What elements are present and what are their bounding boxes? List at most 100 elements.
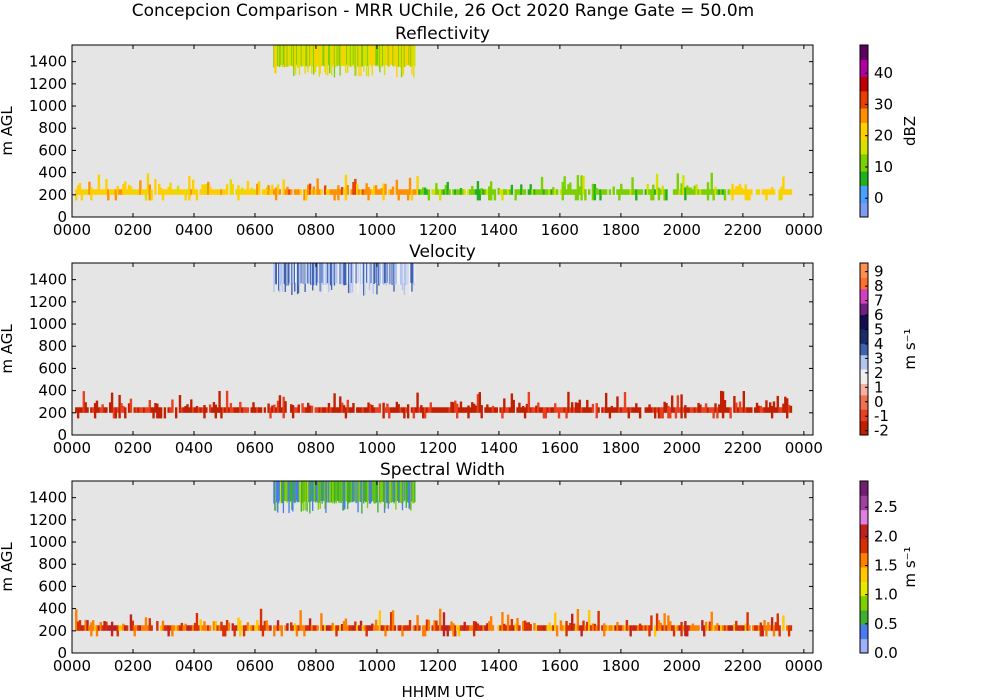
upper-echo-cell: [297, 45, 300, 67]
colorbar-segment: [860, 45, 868, 49]
lower-echo-cell: [704, 189, 708, 195]
upper-echo-cell: [295, 481, 297, 503]
colorbar-segment: [860, 601, 868, 605]
colorbar-segment: [860, 53, 868, 57]
y-tick-label: 400: [38, 382, 67, 400]
upper-echo-cell: [396, 481, 398, 501]
lower-echo-cell: [282, 179, 285, 195]
upper-echo-cell: [318, 45, 320, 77]
lower-echo-cell: [90, 622, 93, 637]
lower-echo-cell: [738, 183, 742, 195]
lower-echo-cell: [295, 189, 299, 195]
lower-echo-cell: [171, 189, 174, 195]
upper-echo-cell: [341, 481, 343, 501]
lower-echo-cell: [195, 613, 199, 631]
upper-echo-cell: [394, 263, 396, 286]
lower-echo-cell: [384, 625, 387, 637]
upper-echo-cell: [405, 481, 407, 508]
lower-echo-cell: [269, 189, 272, 195]
lower-echo-cell: [670, 395, 674, 413]
colorbar-segment: [860, 214, 868, 218]
lower-echo-cell: [363, 407, 366, 413]
lower-echo-cell: [514, 189, 517, 201]
upper-echo-cell: [305, 481, 307, 502]
upper-echo-cell: [346, 263, 348, 283]
lower-echo-cell: [427, 407, 431, 413]
lower-echo-cell: [708, 407, 712, 413]
lower-echo-cell: [565, 189, 568, 195]
upper-echo-cell: [280, 481, 283, 503]
upper-echo-cell: [353, 263, 355, 285]
lower-echo-cell: [401, 407, 404, 413]
lower-echo-cell: [259, 608, 263, 631]
upper-echo-cell: [397, 45, 399, 68]
lower-echo-cell: [380, 625, 383, 631]
lower-echo-cell: [303, 189, 306, 201]
lower-echo-cell: [708, 621, 712, 631]
colorbar-segment: [860, 509, 868, 514]
lower-echo-cell: [114, 407, 118, 419]
upper-echo-cell: [362, 481, 364, 502]
colorbar-tick-label: 1: [874, 378, 884, 396]
colorbar-segment: [860, 627, 868, 631]
lower-echo-cell: [759, 405, 762, 413]
lower-echo-cell: [171, 625, 174, 637]
upper-echo-cell: [383, 45, 386, 76]
lower-echo-cell: [767, 622, 770, 631]
lower-echo-cell: [538, 189, 542, 195]
upper-echo-cell: [403, 263, 406, 295]
lower-echo-cell: [190, 399, 193, 413]
lower-echo-cell: [318, 407, 321, 413]
upper-echo-cell: [276, 263, 278, 285]
lower-echo-cell: [431, 407, 434, 413]
lower-echo-cell: [188, 625, 191, 631]
lower-echo-cell: [676, 173, 680, 195]
lower-echo-cell: [721, 391, 725, 419]
lower-echo-cell: [405, 407, 408, 413]
colorbar-segment: [860, 409, 868, 413]
y-tick-label: 800: [38, 337, 67, 355]
upper-echo-cell: [318, 263, 320, 284]
lower-echo-cell: [557, 407, 561, 419]
upper-echo-cell: [412, 263, 414, 284]
lower-echo-cell: [661, 185, 664, 195]
lower-echo-cell: [82, 625, 85, 631]
upper-echo-cell: [312, 45, 315, 75]
lower-echo-cell: [735, 402, 738, 413]
lower-echo-cell: [75, 609, 78, 631]
lower-echo-cell: [359, 189, 363, 195]
lower-echo-cell: [499, 407, 502, 413]
upper-echo-cell: [356, 45, 358, 66]
lower-echo-cell: [474, 621, 478, 631]
lower-echo-cell: [597, 610, 600, 631]
x-tick-label: 2200: [724, 221, 762, 239]
lower-echo-cell: [410, 407, 414, 413]
lower-echo-cell: [305, 407, 308, 413]
lower-echo-cell: [576, 402, 580, 413]
upper-echo-cell: [336, 481, 338, 501]
lower-echo-cell: [767, 189, 770, 195]
lower-echo-cell: [176, 625, 180, 631]
upper-echo-cell: [340, 481, 342, 504]
upper-echo-cell: [367, 45, 370, 77]
lower-echo-cell: [239, 401, 242, 413]
y-tick-label: 0: [57, 644, 67, 662]
lower-echo-cell: [621, 407, 625, 413]
lower-echo-cell: [250, 187, 253, 195]
upper-echo-cell: [366, 45, 369, 67]
lower-echo-cell: [354, 621, 357, 631]
lower-echo-cell: [135, 625, 138, 631]
upper-echo-cell: [381, 45, 383, 68]
upper-echo-cell: [327, 263, 329, 284]
lower-echo-cell: [638, 623, 642, 631]
colorbar-segment: [860, 403, 868, 407]
lower-echo-cell: [631, 177, 634, 195]
lower-echo-cell: [723, 189, 727, 201]
lower-echo-cell: [327, 403, 331, 413]
colorbar-segment: [860, 162, 868, 166]
lower-echo-cell: [382, 402, 385, 419]
lower-echo-cell: [86, 407, 89, 413]
lower-echo-cell: [216, 189, 219, 195]
lower-echo-cell: [290, 404, 293, 413]
lower-echo-cell: [669, 407, 672, 419]
